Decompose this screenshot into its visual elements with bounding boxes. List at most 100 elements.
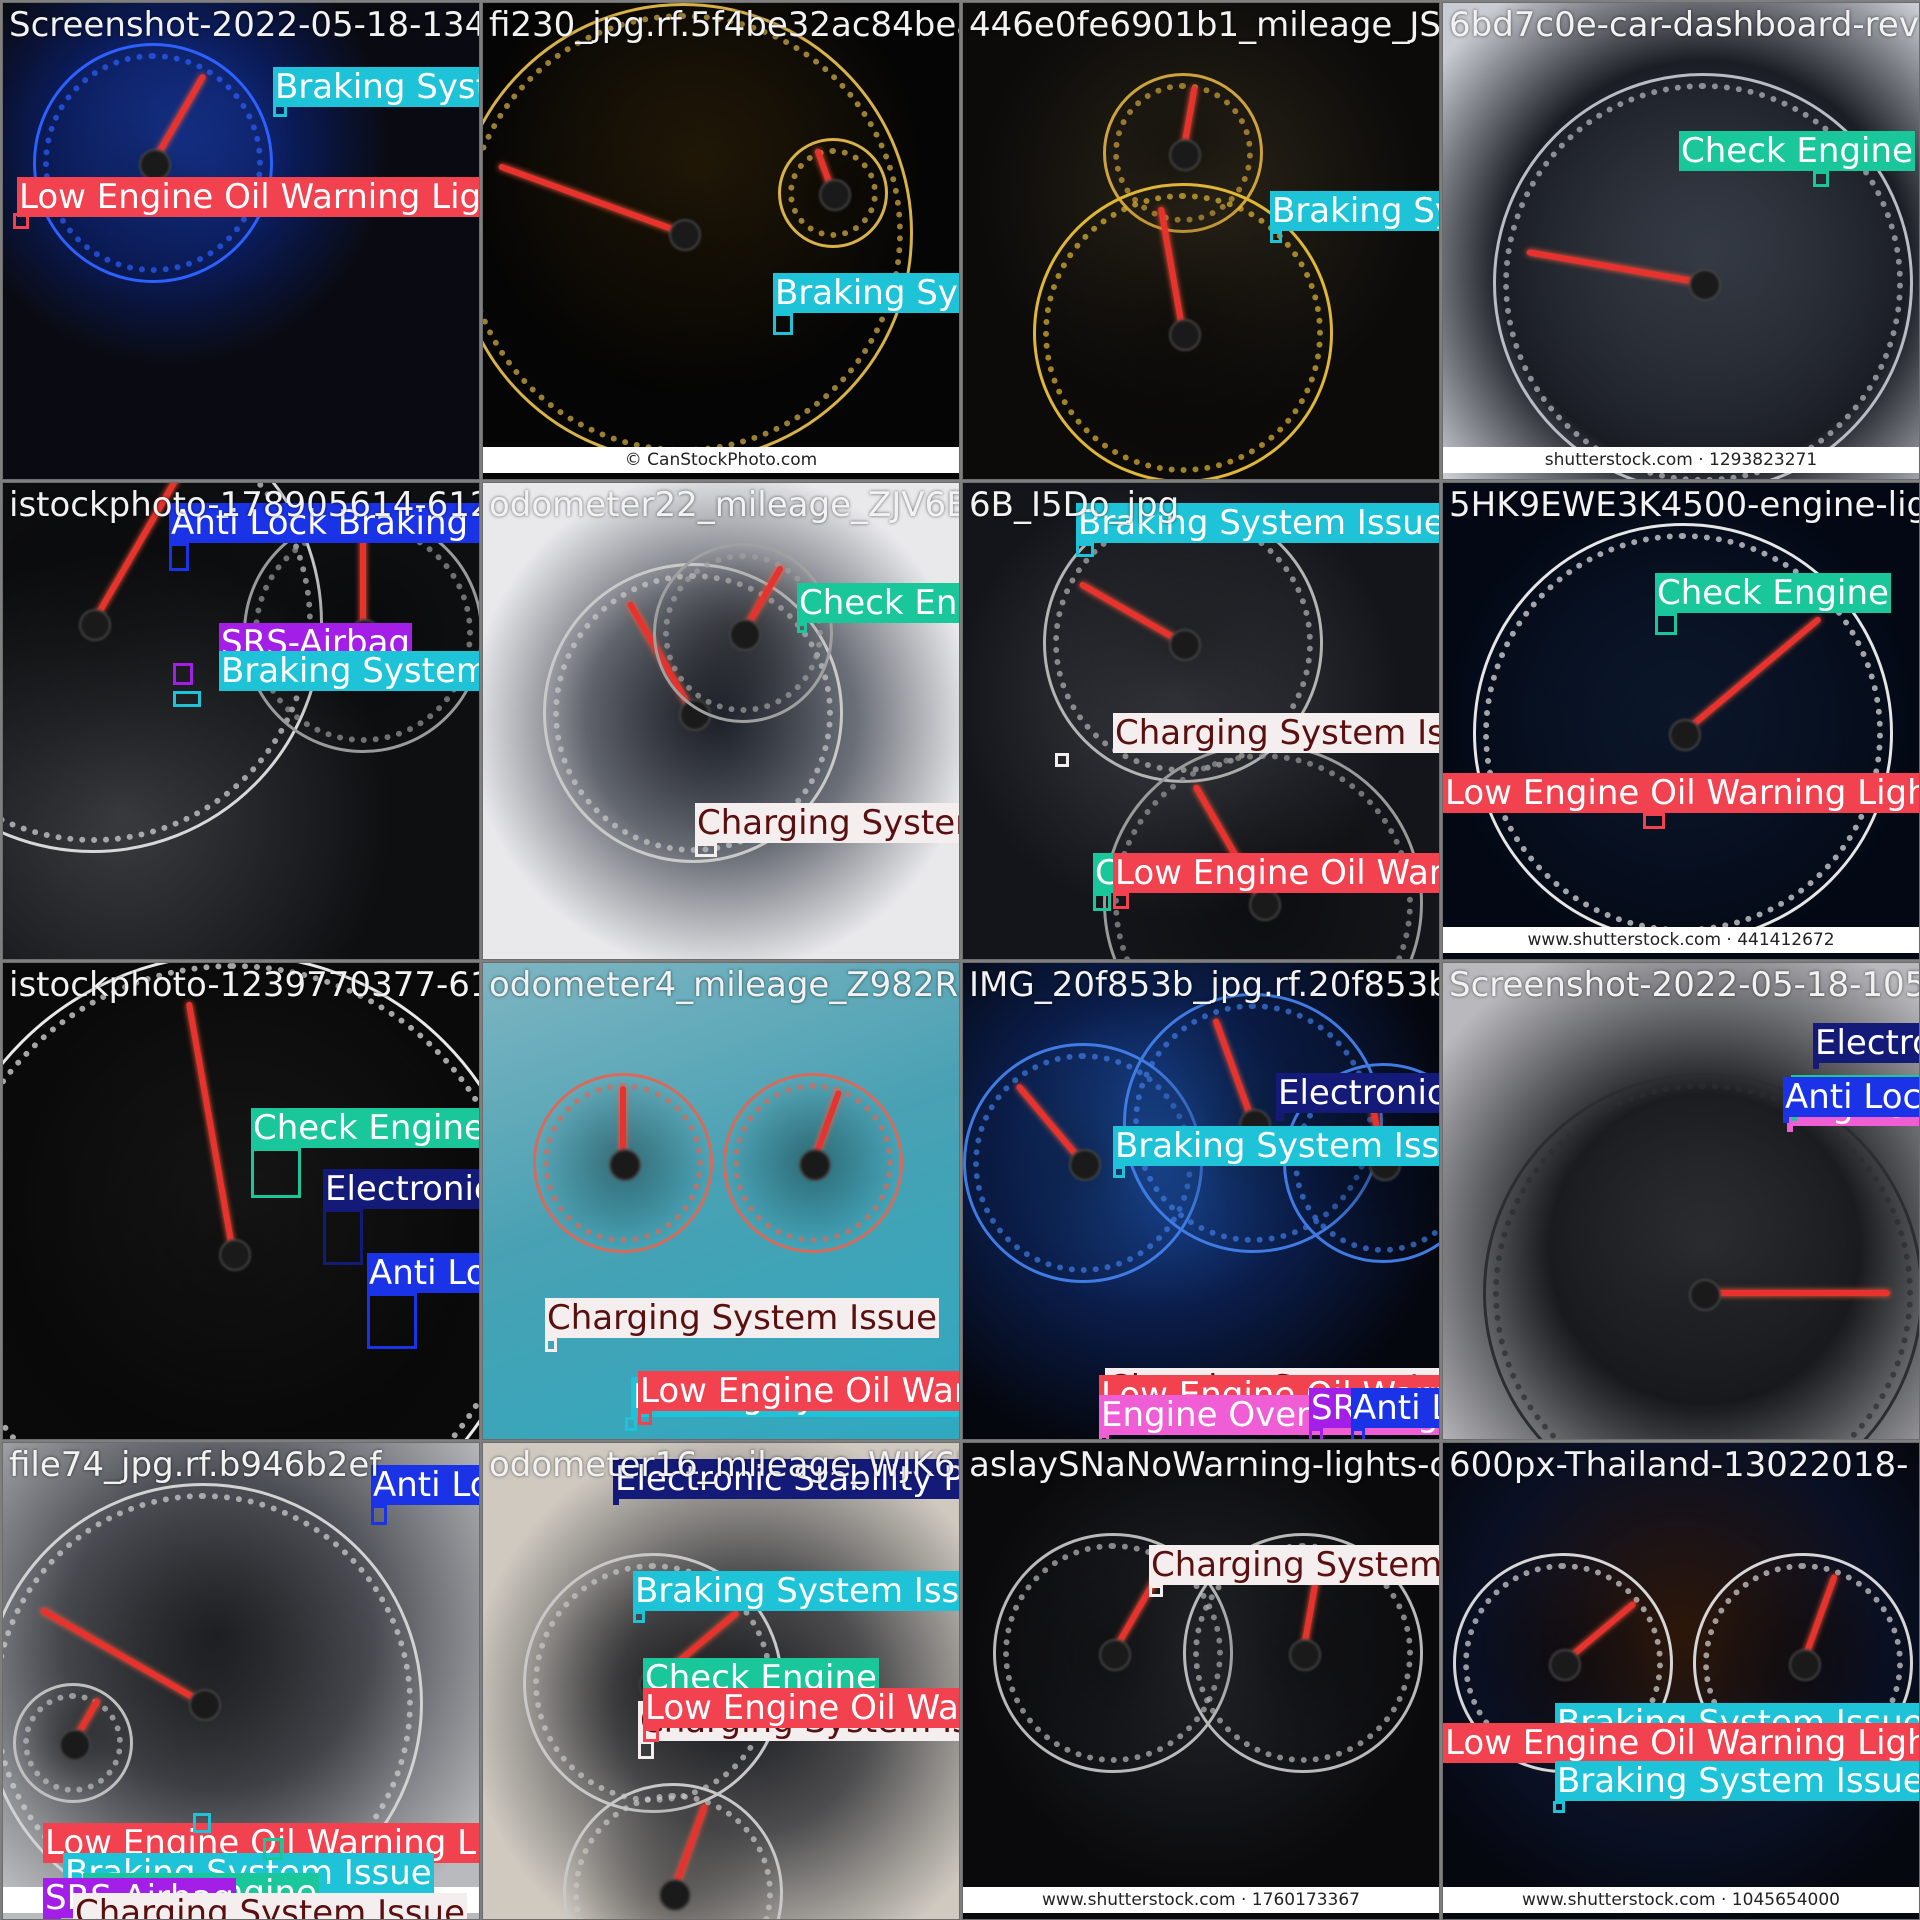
bounding-box (613, 1499, 619, 1505)
bounding-box (367, 1293, 417, 1349)
gauge-ticks (1503, 83, 1903, 479)
tile-filename: fi230_jpg.rf.5f4be32ac84bea446e0fe6901b1 (489, 5, 959, 45)
bounding-box (1553, 1801, 1565, 1813)
detection-label: Electronic Stability Problem -ESP- (323, 1169, 479, 1209)
bounding-box (263, 1838, 283, 1860)
detection-label: Charging System Issue (1149, 1545, 1439, 1585)
bounding-box (1149, 1585, 1163, 1597)
detection-label: Check Engine (797, 583, 959, 623)
gauge-ticks (23, 1693, 123, 1793)
detection-label: Braking System Issue (773, 273, 959, 313)
gauge-hub (729, 619, 761, 651)
tile-filename: IMG_20f853b_jpg.rf.20f853bbe06f827 (969, 965, 1439, 1005)
bounding-box (193, 1813, 211, 1833)
watermark-caption: www.shutterstock.com · 1045654000 (1443, 1887, 1919, 1913)
gauge-needle (360, 531, 366, 633)
tile-filename: Screenshot-2022-05-18-134831_png.rf.5f4b… (9, 5, 479, 45)
detection-label: Electronic Stability Problem -ESP- (1813, 1023, 1919, 1063)
bounding-box (173, 691, 201, 707)
gauge-hub (1549, 1649, 1581, 1681)
bounding-box (251, 1148, 301, 1198)
bounding-box (1813, 171, 1829, 187)
detection-label: Electronic Stability Problem -ESP- (1276, 1073, 1439, 1113)
bounding-box (773, 313, 793, 335)
detection-label: Braking System Issue (1270, 191, 1439, 231)
detection-label: Charging System Issue (695, 803, 959, 843)
gauge-hub (1099, 1639, 1131, 1671)
detection-label: Low Engine Oil Warning Light (1113, 853, 1439, 893)
bounding-box (695, 843, 717, 857)
gauge-hub (59, 1729, 91, 1761)
bounding-box (643, 1728, 659, 1742)
detection-label: Braking System Issue (1555, 1761, 1919, 1801)
tile-filename: istockphoto-178905614-612x612_odometer22… (9, 485, 479, 525)
bounding-box (1351, 1428, 1365, 1439)
gauge-hub (1169, 319, 1201, 351)
gauge-hub (669, 219, 701, 251)
detection-label: Anti Lock Braking System (169, 503, 479, 543)
bounding-box (625, 1417, 637, 1431)
watermark-caption: www.shutterstock.com · 441412672 (1443, 927, 1919, 953)
image-tile: Electronic Stability Problem -ESP- Brakin… (482, 1442, 960, 1920)
image-tile: © CanStockPhoto.comAnti Lock Braking Sys… (2, 1442, 480, 1920)
bounding-box (1076, 543, 1094, 557)
tile-filename: 446e0fe6901b1_mileage_JSF26h7LJQERBG3hjg (969, 5, 1440, 45)
image-tile: Braking System Issue Charging System Issu… (962, 482, 1440, 960)
image-tile: www.shutterstock.com · 1760173367 Chargin… (962, 1442, 1440, 1920)
bounding-box (1783, 1117, 1789, 1123)
tile-filename: 600px-Thailand-13022018- (1449, 1445, 1909, 1485)
detection-label: Charging System Issue (545, 1298, 939, 1338)
detection-label: Braking System Issue (1076, 503, 1439, 543)
bounding-box (638, 1741, 654, 1759)
detection-label: Braking System Issue (1113, 1126, 1439, 1166)
gauge-hub (609, 1149, 641, 1181)
image-tile: Check Engine Electronic Stability Problem… (2, 962, 480, 1440)
image-tile: www.shutterstock.com · 441412672 Check En… (1442, 482, 1920, 960)
image-tile: Check Engine Charging System Issue odomete… (482, 482, 960, 960)
gauge-hub (819, 179, 851, 211)
gauge-hub (1689, 1279, 1721, 1311)
detection-label: Braking System Issue (219, 651, 479, 691)
image-tile: Braking System Issue Low Engine Oil Warni… (2, 2, 480, 480)
detection-label: Low Engine Oil Warning Light (643, 1688, 959, 1728)
gauge-ticks (663, 553, 823, 713)
gauge-hub (1289, 1639, 1321, 1671)
bounding-box (169, 543, 189, 571)
gauge-hub (659, 1879, 691, 1911)
gauge-hub (139, 149, 171, 181)
gauge-hub (1789, 1649, 1821, 1681)
detection-label: Anti Lock Braking System (1783, 1077, 1919, 1117)
bounding-box (797, 623, 807, 633)
detection-label: Low Engine Oil Warning Light (17, 177, 479, 217)
gauge-hub (1669, 719, 1701, 751)
image-tile: www.shutterstock.com · 1045654000 Braking… (1442, 1442, 1920, 1920)
bounding-box (633, 1611, 645, 1623)
bounding-box (1655, 613, 1677, 635)
image-tile: © CanStockPhoto.com Braking System Issue f… (482, 2, 960, 480)
detection-label: Check Engine (1679, 131, 1915, 171)
tile-filename: file74_jpg.rf.b946b2ef (9, 1445, 382, 1485)
detection-label: Low Engine Oil Warning Light (638, 1371, 959, 1411)
gauge-hub (79, 609, 111, 641)
watermark-caption: © CanStockPhoto.com (483, 447, 959, 473)
tile-filename: 5HK9EWE3K4500-engine-ligh (1449, 485, 1920, 525)
gauge-hub (799, 1149, 831, 1181)
detection-label: Braking System Issue (273, 67, 479, 107)
detection-label: Low Engine Oil Warning Light (1443, 773, 1919, 813)
gauge-hub (1169, 139, 1201, 171)
tile-filename: istockphoto-1239770377-612x612_jpg (9, 965, 480, 1005)
bounding-box (1813, 1063, 1819, 1069)
bounding-box (1787, 1126, 1793, 1132)
gauge-ticks (1043, 193, 1323, 473)
detection-label: Charging System Issue (1113, 713, 1439, 753)
tile-filename: odometer16_mileage_WJK6PSI (489, 1445, 960, 1485)
detection-label: Anti Lock Braking System (371, 1465, 479, 1505)
detection-label: Low Engine Oil Warning Light (1443, 1723, 1919, 1763)
gauge-hub (189, 1689, 221, 1721)
detection-label: Electronic Stability Problem -ESP- (613, 1459, 959, 1499)
bounding-box (1309, 1428, 1323, 1439)
bounding-box (1113, 893, 1129, 909)
detection-label: Anti Lock Braking System (367, 1253, 479, 1293)
